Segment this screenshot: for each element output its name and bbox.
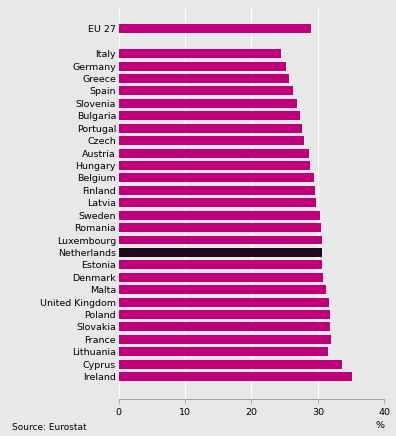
- Text: %: %: [375, 420, 384, 429]
- Bar: [119, 235, 322, 245]
- Bar: [119, 111, 300, 120]
- Bar: [119, 198, 316, 207]
- Bar: [119, 74, 289, 83]
- Bar: [119, 149, 308, 157]
- Bar: [119, 61, 286, 71]
- Bar: [119, 186, 315, 195]
- Bar: [119, 24, 311, 33]
- Bar: [119, 372, 352, 381]
- Bar: [119, 136, 304, 145]
- Bar: [119, 310, 330, 319]
- Text: Source: Eurostat: Source: Eurostat: [12, 422, 86, 432]
- Bar: [119, 347, 328, 356]
- Bar: [119, 99, 297, 108]
- Bar: [119, 323, 330, 331]
- Bar: [119, 260, 322, 269]
- Bar: [119, 174, 314, 182]
- Bar: [119, 360, 342, 369]
- Bar: [119, 49, 281, 58]
- Bar: [119, 273, 323, 282]
- Bar: [119, 335, 331, 344]
- Bar: [119, 298, 329, 307]
- Bar: [119, 124, 302, 133]
- Bar: [119, 86, 293, 95]
- Bar: [119, 248, 322, 257]
- Bar: [119, 211, 320, 220]
- Bar: [119, 223, 321, 232]
- Bar: [119, 285, 326, 294]
- Bar: [119, 161, 310, 170]
